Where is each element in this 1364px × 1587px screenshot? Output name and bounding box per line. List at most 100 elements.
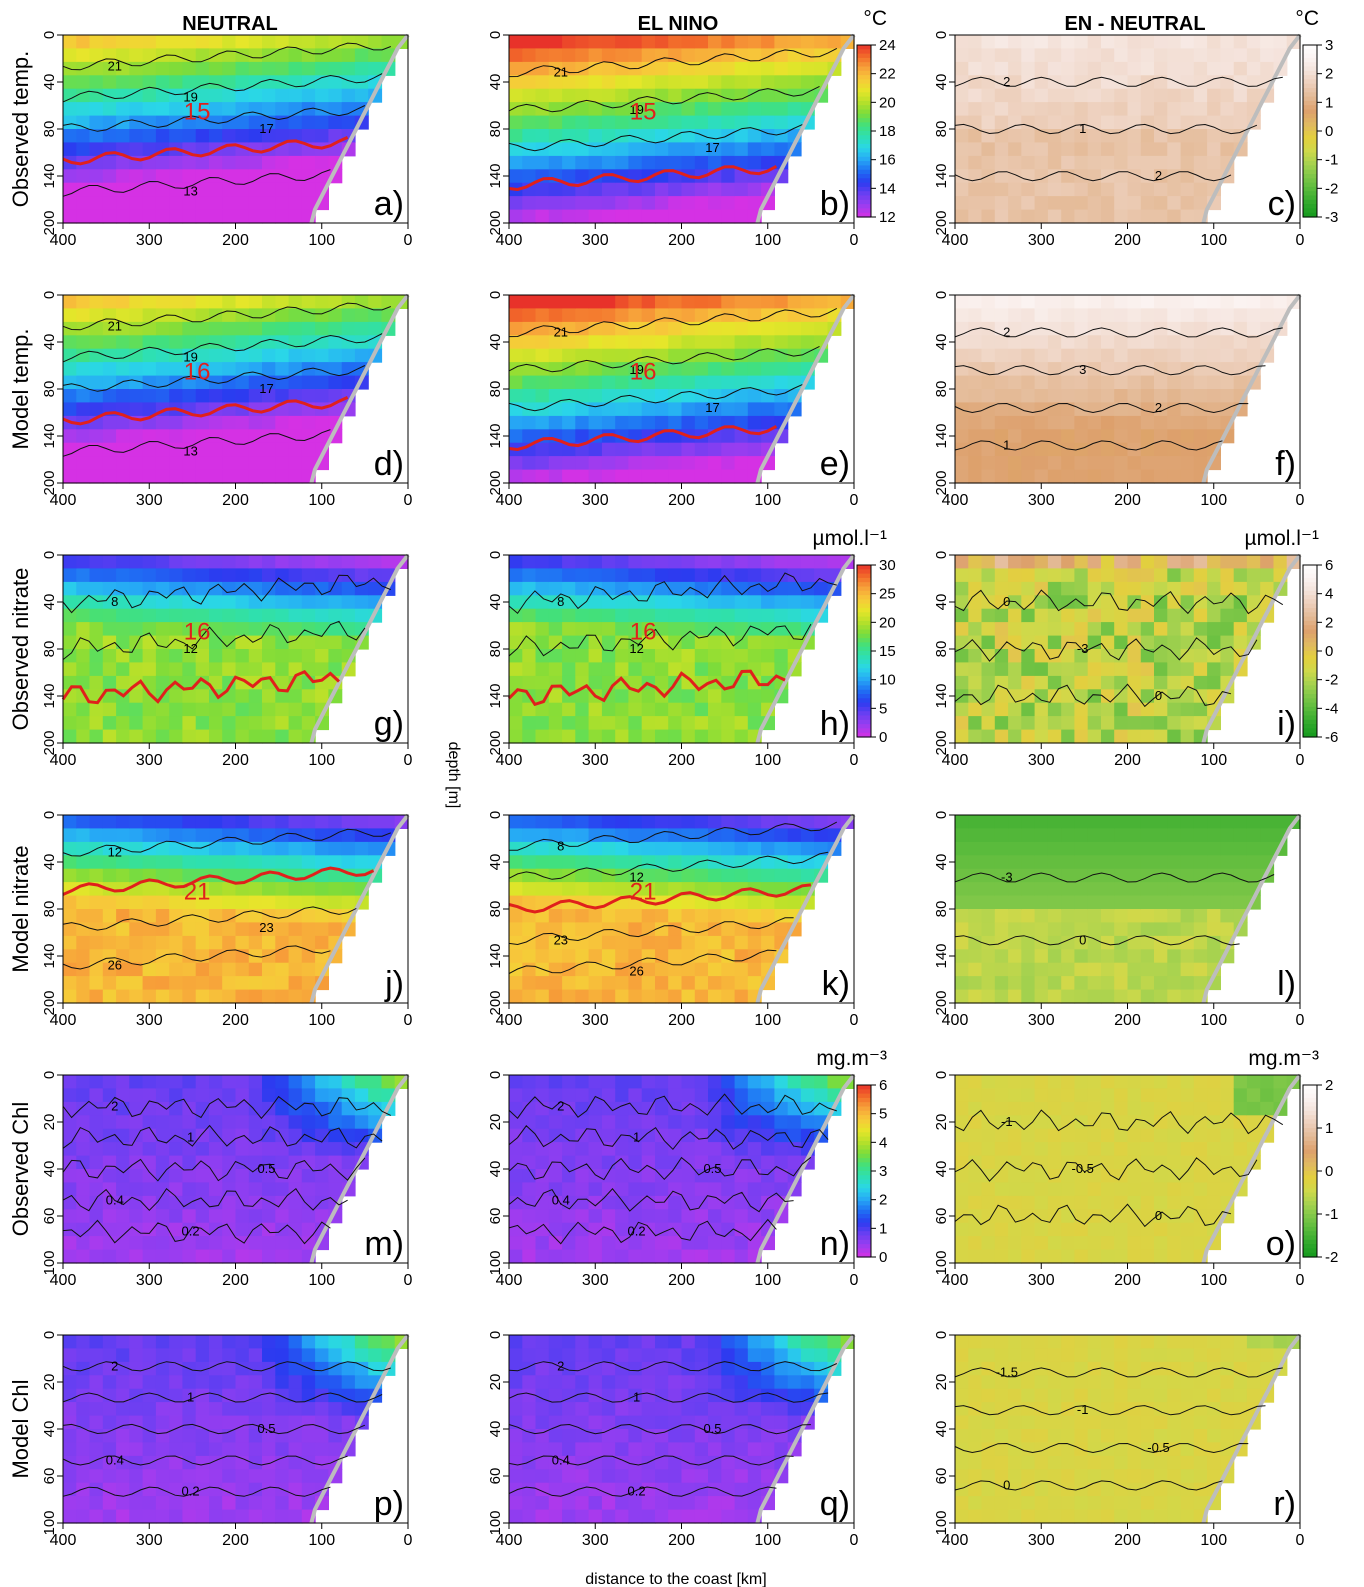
- heatmap-cell: [774, 595, 789, 610]
- heatmap-cell: [955, 675, 969, 690]
- heatmap-cell: [1101, 75, 1115, 90]
- contour-label: 12: [629, 641, 643, 656]
- heatmap-cell: [288, 1195, 303, 1210]
- heatmap-cell: [615, 1142, 630, 1157]
- heatmap-cell: [734, 442, 749, 457]
- heatmap-cell: [1193, 716, 1208, 731]
- heatmap-cell: [575, 308, 590, 323]
- heatmap-cell: [1034, 581, 1049, 596]
- heatmap-cell: [1034, 389, 1049, 403]
- heatmap-cell: [668, 335, 683, 350]
- heatmap-cell: [509, 555, 523, 569]
- heatmap-cell: [368, 1101, 383, 1116]
- heatmap-cell: [747, 456, 762, 471]
- heatmap-cell: [955, 469, 969, 484]
- heatmap-cell: [195, 581, 210, 596]
- heatmap-cell: [1233, 622, 1248, 637]
- heatmap-cell: [195, 295, 210, 309]
- contour-line: [508, 307, 838, 338]
- heatmap-cell: [655, 1195, 669, 1210]
- heatmap-cell: [548, 1236, 563, 1251]
- heatmap-cell: [668, 102, 683, 117]
- heatmap-cell: [615, 989, 630, 1004]
- heatmap-cell: [1087, 962, 1102, 977]
- heatmap-cell: [1047, 196, 1062, 211]
- heatmap-cell: [615, 362, 630, 377]
- heatmap-cell: [588, 362, 603, 377]
- heatmap-cell: [1047, 868, 1062, 883]
- heatmap-cell: [341, 362, 356, 377]
- heatmap-cell: [248, 595, 263, 610]
- heatmap-cell: [76, 469, 91, 484]
- heatmap-cell: [641, 308, 656, 323]
- heatmap-cell: [655, 962, 669, 977]
- heatmap-cell: [1061, 1182, 1076, 1197]
- heatmap-cell: [575, 1142, 590, 1157]
- heatmap-cell: [102, 469, 117, 484]
- heatmap-cell: [668, 456, 683, 471]
- heatmap-cell: [694, 1209, 709, 1224]
- heatmap-cell: [116, 635, 130, 650]
- heatmap-cell: [734, 909, 749, 923]
- heatmap-cell: [1061, 622, 1076, 637]
- heatmap-cell: [562, 1142, 576, 1157]
- heatmap-cell: [1180, 402, 1195, 417]
- contour-line: [954, 123, 1258, 135]
- heatmap-cell: [955, 1101, 969, 1116]
- heatmap-cell: [222, 841, 237, 856]
- heatmap-cell: [535, 922, 550, 937]
- heatmap-cell: [195, 922, 210, 937]
- heatmap-cell: [1207, 415, 1221, 430]
- heatmap-cell: [1233, 375, 1248, 390]
- heatmap-cell: [522, 456, 537, 471]
- heatmap-cell: [301, 635, 316, 650]
- heatmap-cell: [315, 1142, 329, 1157]
- heatmap-cell: [641, 115, 656, 130]
- heatmap-cell: [655, 1222, 669, 1237]
- heatmap-cell: [628, 209, 643, 224]
- heatmap-cell: [681, 635, 696, 650]
- heatmap-cell: [1273, 295, 1288, 309]
- heatmap-cell: [182, 868, 197, 883]
- heatmap-cell: [248, 581, 263, 596]
- heatmap-cell: [1193, 675, 1208, 690]
- heatmap-cell: [63, 841, 77, 856]
- heatmap-cell: [522, 115, 537, 130]
- heatmap-cell: [522, 1142, 537, 1157]
- heatmap-cell: [968, 622, 983, 637]
- heatmap-cell: [209, 295, 223, 309]
- heatmap-cell: [708, 815, 722, 829]
- heatmap-cell: [628, 196, 643, 211]
- heatmap-cell: [981, 61, 996, 76]
- heatmap-cell: [1047, 1128, 1062, 1143]
- heatmap-cell: [76, 622, 91, 637]
- heatmap-cell: [548, 48, 563, 63]
- contour-label: 0.2: [182, 1224, 200, 1239]
- heatmap-cell: [681, 1249, 696, 1264]
- heatmap-cell: [694, 855, 709, 870]
- heatmap-cell: [1074, 662, 1089, 677]
- heatmap-cell: [1101, 649, 1115, 663]
- heatmap-cell: [641, 608, 656, 623]
- heatmap-cell: [562, 375, 576, 390]
- heatmap-cell: [641, 855, 656, 870]
- heatmap-cell: [301, 115, 316, 130]
- heatmap-cell: [575, 729, 590, 744]
- heatmap-cell: [747, 815, 762, 829]
- heatmap-cell: [509, 1222, 523, 1237]
- heatmap-cell: [1140, 362, 1155, 377]
- heatmap-cell: [169, 196, 184, 211]
- heatmap-cell: [1047, 1249, 1062, 1264]
- heatmap-cell: [1074, 1088, 1089, 1103]
- heatmap-cell: [235, 308, 250, 323]
- heatmap-cell: [89, 456, 104, 471]
- heatmap-cell: [708, 295, 722, 309]
- x-tick-label: 400: [50, 1272, 77, 1289]
- heatmap-cell: [734, 716, 749, 731]
- heatmap-cell: [800, 1115, 815, 1130]
- heatmap-cell: [734, 962, 749, 977]
- heatmap-cell: [1180, 989, 1195, 1004]
- heatmap-cell: [761, 1075, 775, 1089]
- heatmap-cell: [681, 48, 696, 63]
